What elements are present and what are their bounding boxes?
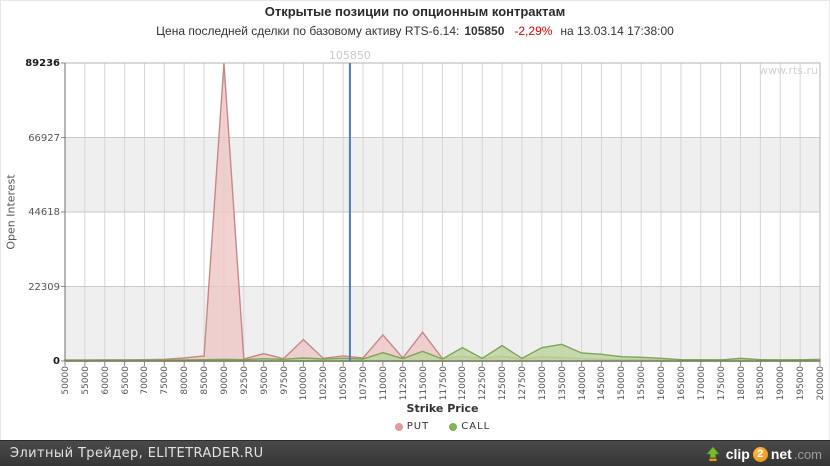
logo-text-com: .com xyxy=(793,446,822,462)
footer-bar: Элитный Трейдер, ELITETRADER.RU clip 2 n… xyxy=(0,440,830,466)
subtitle-prefix: Цена последней сделки по базовому активу… xyxy=(156,24,460,38)
y-tick-label: 66927 xyxy=(28,132,60,144)
y-tick-label: 89236 xyxy=(25,58,60,69)
y-tick-label: 0 xyxy=(53,356,60,367)
chart-legend: PUT CALL xyxy=(65,421,820,432)
legend-item-call: CALL xyxy=(449,421,490,432)
put-marker-icon xyxy=(394,422,403,431)
upload-arrow-icon xyxy=(705,446,721,462)
rts-watermark: www.rts.ru xyxy=(758,64,818,77)
area-series-call xyxy=(64,343,821,362)
call-marker-icon xyxy=(449,422,458,431)
price-line-label: 105850 xyxy=(328,49,371,62)
logo-badge-2: 2 xyxy=(752,446,768,462)
legend-put-label: PUT xyxy=(406,421,430,432)
y-tick-label: 44618 xyxy=(28,207,60,218)
chart-subtitle: Цена последней сделки по базовому активу… xyxy=(0,24,830,38)
clip2net-logo[interactable]: clip 2 net .com xyxy=(705,441,822,466)
price-change-percent: -2,29% xyxy=(514,24,553,38)
y-tick-label: 22309 xyxy=(28,281,60,293)
last-price-value: 105850 xyxy=(464,24,505,38)
logo-text-net: net xyxy=(770,446,792,462)
x-axis-title: Strike Price xyxy=(406,402,479,415)
logo-text-clip: clip xyxy=(725,446,750,462)
legend-item-put: PUT xyxy=(394,421,430,432)
quote-timestamp: на 13.03.14 17:38:00 xyxy=(560,24,674,38)
legend-call-label: CALL xyxy=(461,421,491,432)
elitetrader-credit: Элитный Трейдер, ELITETRADER.RU xyxy=(10,446,264,461)
page-title: Открытые позиции по опционным контрактам xyxy=(264,4,566,19)
